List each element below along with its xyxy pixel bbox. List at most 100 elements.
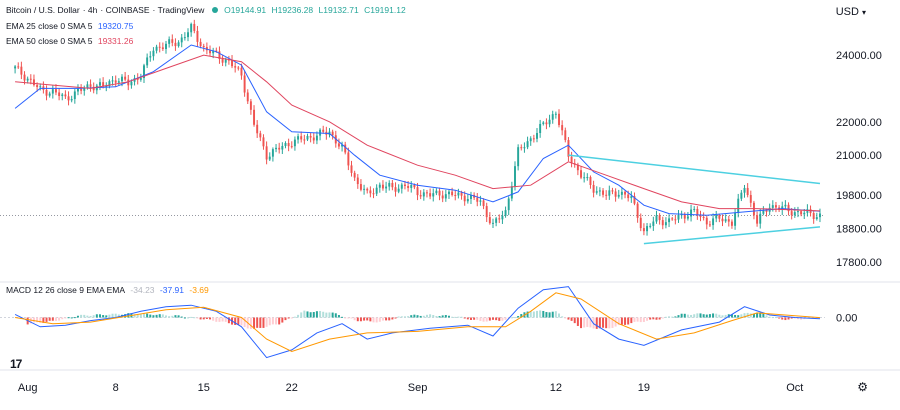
candle-body <box>504 210 507 216</box>
candle-body <box>64 94 67 97</box>
candle-body <box>246 92 249 102</box>
candle-body <box>815 217 818 220</box>
candle-body <box>331 131 334 136</box>
candle-body <box>209 50 211 54</box>
candle-body <box>54 89 57 93</box>
macd-histogram-bar <box>325 312 328 318</box>
candle-body <box>507 198 510 211</box>
macd-histogram-bar <box>655 317 658 320</box>
ema50-label: EMA 50 close 0 SMA 5 <box>6 36 93 46</box>
ohlc-close: C19191.12 <box>364 5 406 15</box>
macd-histogram-bar <box>98 314 101 318</box>
macd-legend[interactable]: MACD 12 26 close 9 EMA EMA -34.23 -37.91… <box>6 284 212 296</box>
currency-selector[interactable]: USD ▾ <box>836 6 866 18</box>
candle-body <box>152 50 155 57</box>
candle-body <box>624 191 627 195</box>
ema25-legend[interactable]: EMA 25 close 0 SMA 5 19320.75 <box>6 20 136 32</box>
candle-body <box>177 42 180 47</box>
candle-body <box>23 74 26 81</box>
macd-histogram-bar <box>693 314 696 318</box>
price-tick-label: 18800.00 <box>836 224 882 236</box>
macd-histogram-bar <box>774 317 777 319</box>
candle-body <box>432 193 435 197</box>
candle-body <box>58 92 61 97</box>
candle-body <box>800 211 803 215</box>
macd-histogram-bar <box>473 317 476 320</box>
candle-body <box>315 135 318 141</box>
tradingview-logo: 17 <box>10 357 22 371</box>
macd-histogram-bar <box>183 317 186 319</box>
candle-body <box>630 196 633 199</box>
macd-histogram-bar <box>196 317 199 319</box>
macd-histogram-bar <box>469 317 472 320</box>
macd-histogram-bar <box>479 317 482 321</box>
macd-histogram-bar <box>510 317 513 319</box>
candle-body <box>558 113 560 126</box>
macd-histogram-bar <box>303 310 306 318</box>
candle-body <box>466 199 469 202</box>
macd-histogram-bar <box>54 317 57 321</box>
candle-body <box>413 185 416 188</box>
candle-body <box>551 114 554 120</box>
macd-histogram-bar <box>605 317 608 329</box>
candle-body <box>545 122 548 125</box>
macd-histogram-bar <box>567 317 570 320</box>
macd-histogram-bar <box>240 317 243 326</box>
candle-body <box>642 228 645 232</box>
macd-histogram-bar <box>504 317 507 320</box>
macd-histogram-bar <box>734 315 737 318</box>
candle-body <box>372 193 375 195</box>
candle-body <box>80 88 83 91</box>
macd-histogram-bar <box>403 316 406 318</box>
candle-body <box>73 91 76 100</box>
macd-histogram-bar <box>649 317 652 320</box>
macd-histogram-bar <box>633 317 636 322</box>
candle-body <box>48 93 51 96</box>
time-tick-label: 22 <box>286 382 298 394</box>
gear-icon[interactable]: ⚙ <box>857 380 868 394</box>
macd-histogram-bar <box>558 313 561 318</box>
candle-body <box>356 177 359 185</box>
candle-body <box>671 218 674 220</box>
macd-histogram-bar <box>306 311 309 318</box>
candle-body <box>536 133 538 139</box>
candle-body <box>403 184 406 186</box>
candle-body <box>441 195 444 199</box>
candle-body <box>410 185 413 188</box>
ohlc-low: L19132.71 <box>318 5 359 15</box>
candle-body <box>212 50 215 54</box>
candle-body <box>375 187 378 194</box>
macd-histogram-bar <box>73 317 76 319</box>
macd-histogram-bar <box>740 314 743 318</box>
candle-body <box>686 216 689 219</box>
price-tick-label: 21000.00 <box>836 150 882 162</box>
candle-body <box>337 143 340 147</box>
candle-body <box>183 37 186 39</box>
candle-body <box>620 191 623 195</box>
candle-body <box>187 32 189 38</box>
macd-histogram-bar <box>617 317 620 326</box>
macd-histogram-bar <box>441 315 444 318</box>
candle-body <box>479 200 482 202</box>
macd-histogram-bar <box>636 317 639 322</box>
macd-histogram-bar <box>564 317 567 319</box>
macd-histogram-bar <box>102 315 105 318</box>
price-tick-label: 24000.00 <box>836 50 882 62</box>
ema50-legend[interactable]: EMA 50 close 0 SMA 5 19331.26 <box>6 35 136 47</box>
candle-body <box>39 86 42 88</box>
candle-body <box>281 145 284 150</box>
candle-body <box>363 188 366 190</box>
macd-histogram-bar <box>67 317 70 319</box>
candle-body <box>708 224 711 226</box>
macd-histogram-bar <box>639 317 642 323</box>
macd-histogram-bar <box>482 317 485 322</box>
macd-histogram-bar <box>124 314 127 318</box>
macd-histogram-bar <box>309 312 312 318</box>
candle-body <box>517 147 520 167</box>
candle-body <box>655 215 658 222</box>
macd-histogram-bar <box>539 310 542 318</box>
macd-histogram-bar <box>602 317 605 328</box>
source-label: TradingView <box>157 5 205 15</box>
